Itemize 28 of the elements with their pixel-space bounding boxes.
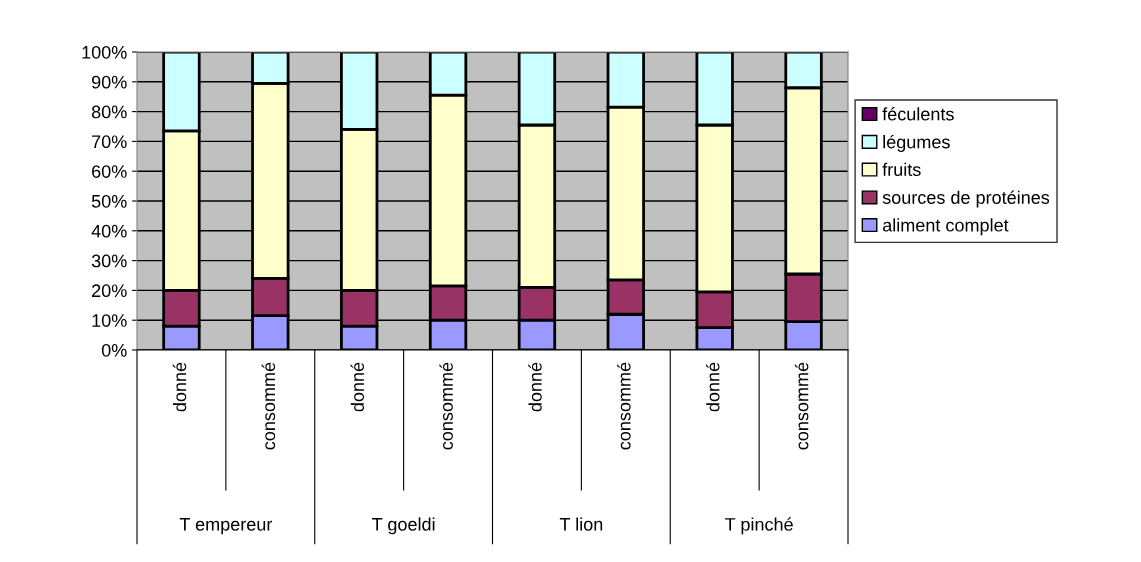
y-tick-label: 20% bbox=[92, 284, 127, 298]
text: T pinché bbox=[725, 517, 793, 535]
x-tick-label: donné bbox=[350, 362, 365, 412]
y-tick-label: 10% bbox=[92, 314, 127, 327]
x-tick-label: donné bbox=[172, 362, 187, 412]
y-tick-label: 90% bbox=[91, 75, 127, 89]
legend-label: légumes bbox=[883, 134, 950, 152]
x-tick-label: consommé bbox=[794, 362, 809, 450]
text: T empereur bbox=[179, 518, 273, 535]
legend-label: fruits bbox=[882, 162, 921, 177]
x-tick-label: donné bbox=[706, 362, 720, 412]
text: T goeldi bbox=[372, 517, 435, 535]
y-tick-label: 0% bbox=[101, 343, 127, 357]
y-tick-label: 40% bbox=[91, 224, 127, 238]
y-tick-label: 80% bbox=[91, 105, 127, 119]
text: T lion bbox=[559, 517, 603, 531]
legend-label: féculents bbox=[882, 107, 954, 121]
x-tick-label: donné bbox=[528, 362, 542, 412]
legend-label: aliment complet bbox=[882, 218, 1009, 236]
y-tick-label: 100% bbox=[82, 45, 127, 59]
legend-label: sources de protéines bbox=[882, 190, 1050, 208]
x-tick-label: consommé bbox=[439, 362, 453, 450]
x-tick-label: consommé bbox=[261, 362, 276, 450]
y-tick-label: 50% bbox=[91, 194, 127, 208]
y-tick-label: 60% bbox=[92, 165, 127, 178]
x-tick-label: consommé bbox=[617, 362, 631, 450]
y-tick-label: 30% bbox=[91, 254, 127, 268]
y-tick-label: 70% bbox=[92, 135, 127, 149]
